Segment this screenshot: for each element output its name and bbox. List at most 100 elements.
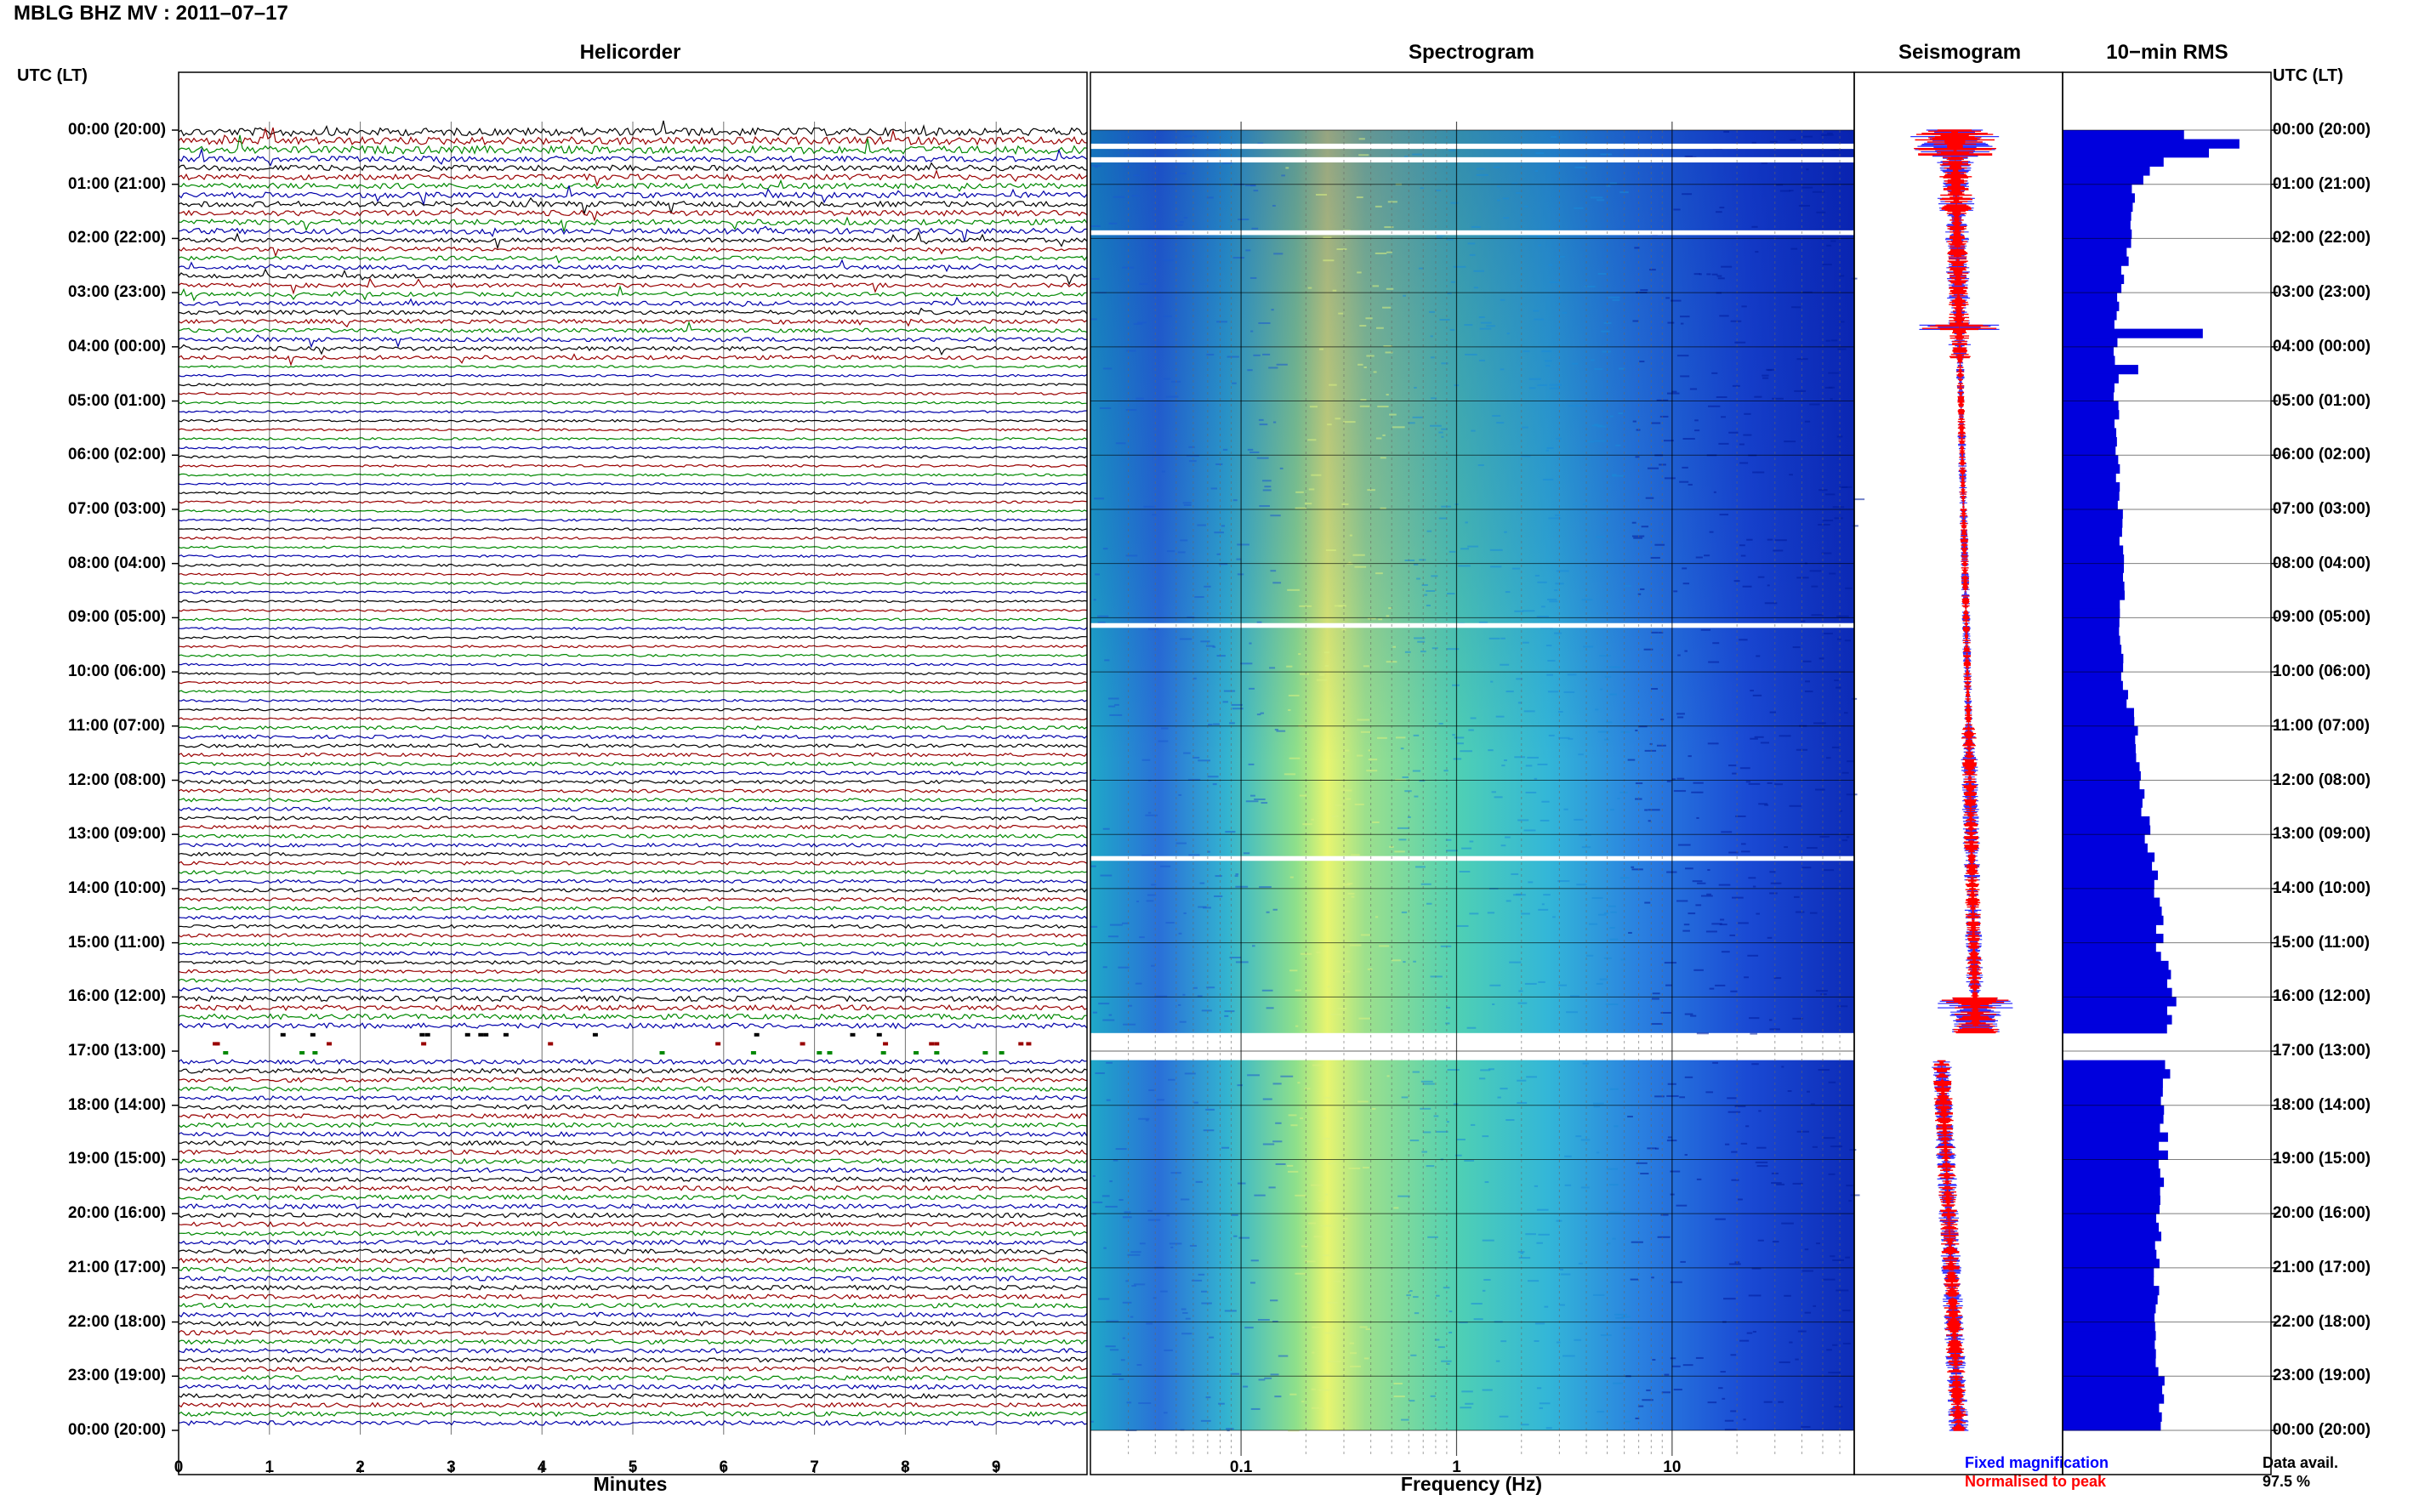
- spectrogram-noise: [1580, 1186, 1590, 1189]
- spectrogram-noise: [1633, 537, 1643, 539]
- rms-bar: [2063, 798, 2143, 808]
- spectrogram-noise: [1258, 322, 1271, 325]
- spectrogram-noise: [1707, 742, 1719, 745]
- helicorder-gap-sample: [503, 1032, 509, 1037]
- rms-bar: [2063, 301, 2120, 311]
- hour-label-right: 11:00 (07:00): [2273, 716, 2371, 735]
- spectrogram-noise: [1244, 1327, 1254, 1329]
- spectrogram-noise: [1316, 951, 1321, 953]
- spectrogram-noise: [1535, 152, 1545, 155]
- rms-bar: [2063, 437, 2117, 447]
- spectrogram-noise: [1183, 503, 1192, 506]
- spectrogram-noise: [1214, 895, 1223, 897]
- rms-bar: [2063, 907, 2162, 917]
- spectrogram-noise: [1730, 1354, 1737, 1356]
- hour-label-right: 01:00 (21:00): [2273, 174, 2371, 193]
- spectrogram-noise: [1225, 831, 1236, 833]
- spectrogram-noise: [1739, 1339, 1750, 1342]
- spectrogram-noise: [1798, 204, 1810, 207]
- spectrogram-noise: [1792, 646, 1801, 649]
- spectrogram-noise: [1523, 829, 1536, 832]
- helicorder-gap-sample: [424, 1032, 430, 1037]
- spectrogram-noise: [1548, 734, 1555, 736]
- spectrogram-noise: [1359, 325, 1367, 327]
- spectrogram-noise: [1276, 363, 1288, 366]
- spectrogram-noise: [1734, 341, 1746, 344]
- spectrogram-noise: [1131, 1285, 1136, 1287]
- spectrogram-noise: [1122, 1301, 1132, 1304]
- spectrogram-noise: [1090, 318, 1097, 321]
- rms-bar: [2063, 229, 2132, 239]
- spectrogram-noise: [1126, 1401, 1132, 1404]
- spectrogram-noise: [1823, 520, 1834, 522]
- spectrogram-noise: [1700, 628, 1711, 631]
- spectrogram-noise: [1482, 1289, 1486, 1292]
- spectrogram-noise: [1416, 577, 1420, 580]
- spectrogram-noise: [1558, 984, 1568, 986]
- spectrogram-noise: [1574, 818, 1584, 821]
- spectrogram-noise: [1812, 190, 1825, 193]
- spectrogram-noise: [1360, 730, 1371, 733]
- rms-bar: [2063, 463, 2120, 474]
- spectrogram-noise: [1109, 713, 1123, 716]
- rms-bar: [2063, 545, 2124, 555]
- spectrogram-noise: [1708, 661, 1720, 663]
- spectrogram-noise: [1412, 1071, 1420, 1073]
- spectrogram-noise: [1644, 749, 1657, 752]
- spectrogram-noise: [1480, 1069, 1491, 1071]
- rms-bar: [2063, 608, 2120, 618]
- spectrogram-noise: [1640, 588, 1645, 590]
- rms-bar: [2063, 600, 2120, 610]
- spectrogram-noise: [1366, 355, 1375, 357]
- spectrogram-noise: [1446, 850, 1458, 852]
- spectrogram-noise: [1436, 1130, 1449, 1133]
- spectrogram-noise: [1421, 583, 1428, 586]
- spectrogram-noise: [1650, 556, 1660, 559]
- spectrogram-noise: [1422, 1083, 1435, 1085]
- spectrogram-noise: [1721, 951, 1730, 953]
- spectrogram-noise: [1258, 418, 1264, 421]
- spectrogram-noise: [1249, 794, 1255, 797]
- spectrogram-noise: [1256, 713, 1261, 716]
- spectrogram-noise: [1727, 1111, 1741, 1113]
- spectrogram-noise: [1133, 1283, 1146, 1286]
- spectrogram-noise: [1517, 1002, 1528, 1004]
- spectrogram-noise: [1173, 166, 1178, 168]
- spectrogram-noise: [1175, 172, 1187, 174]
- spectrogram-noise: [1325, 549, 1336, 552]
- rms-bar: [2063, 482, 2120, 492]
- spectrogram-noise: [1237, 543, 1249, 546]
- spectrogram-noise: [1707, 1401, 1717, 1404]
- spectrogram-noise: [1677, 844, 1691, 846]
- spectrogram-noise: [1438, 722, 1443, 725]
- spectrogram-noise: [1671, 299, 1682, 302]
- rms-bar: [2063, 581, 2125, 592]
- spectrogram-noise: [1206, 354, 1215, 356]
- spectrogram-noise: [1751, 1267, 1762, 1270]
- spectrogram-noise: [1842, 1310, 1851, 1312]
- spectrogram-noise: [1581, 599, 1593, 601]
- spectrogram-noise: [1525, 792, 1537, 794]
- spectrogram-noise: [1450, 202, 1459, 204]
- spectrogram-noise: [1564, 1155, 1572, 1157]
- spectrogram-noise: [1433, 1115, 1439, 1117]
- spectrogram-noise: [1376, 736, 1387, 739]
- rms-bar: [2063, 139, 2240, 149]
- spectrogram-noise: [1351, 854, 1360, 856]
- spectrogram-noise: [1632, 320, 1639, 322]
- spectrogram-noise: [1165, 922, 1175, 924]
- spectrogram-noise: [1454, 1154, 1462, 1157]
- spectrogram-noise: [1229, 722, 1235, 725]
- spectrogram-noise: [1473, 287, 1479, 289]
- rms-bar: [2063, 1331, 2156, 1341]
- rms-bar: [2063, 1403, 2160, 1413]
- spectrogram-noise: [1671, 778, 1676, 781]
- rms-bar: [2063, 410, 2120, 420]
- spectrogram-noise: [1811, 614, 1824, 617]
- spectrogram-noise: [1197, 524, 1206, 526]
- spectrogram-noise: [1743, 434, 1752, 436]
- spectrogram-noise: [1272, 1083, 1282, 1085]
- spectrogram-noise: [1181, 1333, 1192, 1335]
- spectrogram-noise: [1468, 729, 1474, 731]
- spectrogram-noise: [1308, 488, 1315, 491]
